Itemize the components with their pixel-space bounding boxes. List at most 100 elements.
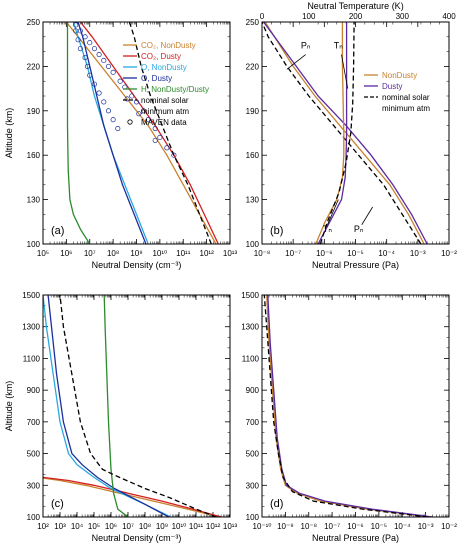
top-tick-label: 0 xyxy=(260,12,265,21)
maven-data-point xyxy=(101,57,107,64)
y-tick-label: 100 xyxy=(246,513,260,522)
x-tick-label: 10⁵ xyxy=(37,249,49,258)
plot-frame xyxy=(261,21,450,245)
y-tick-label: 100 xyxy=(27,513,41,522)
x-tick-label: 10⁻⁸ xyxy=(301,522,318,531)
y-tick-label: 190 xyxy=(27,107,41,116)
legend-label: CO₂, NonDusty xyxy=(141,41,196,50)
top-tick-label: 400 xyxy=(442,12,456,21)
maven-data-point xyxy=(140,108,147,114)
x-tick-label: 10⁻⁶ xyxy=(316,249,332,258)
series-line-co2_nondusty xyxy=(65,22,217,244)
x-tick-label: 10⁻⁵ xyxy=(347,249,363,258)
series-line-nominal xyxy=(59,295,217,517)
y-tick-label: 100 xyxy=(246,240,260,249)
y-tick-label: 250 xyxy=(27,18,41,27)
y-tick-label: 700 xyxy=(27,418,41,427)
x-tick-label: 10⁻⁵ xyxy=(371,522,387,531)
panel-label: (b) xyxy=(270,225,283,237)
top-tick-label: 300 xyxy=(396,12,410,21)
annotation-arrow xyxy=(286,54,306,70)
series-line-o_dusty xyxy=(77,22,147,244)
x-tick-label: 10¹³ xyxy=(223,522,238,531)
series-line-nominal xyxy=(128,22,212,244)
x-tick-label: 10¹² xyxy=(206,522,221,531)
series-line-nominal-top xyxy=(319,22,355,244)
legend-label: H, NonDusty/Dusty xyxy=(141,85,209,94)
series-line-dusty-top xyxy=(317,22,348,244)
maven-data-point xyxy=(73,28,79,34)
maven-data-point xyxy=(91,46,97,52)
x-tick-label: 10⁻² xyxy=(441,522,457,531)
panel-b: 10⁻⁸ 10⁻⁷ 10⁻⁶ 10⁻⁵ 10⁻⁴ 10⁻³ 10⁻² 100 130 160 190… xyxy=(246,1,458,270)
x-tick-label: 10¹³ xyxy=(223,249,238,258)
legend-label: CO₂, Dusty xyxy=(141,52,181,61)
x-tick-label: 10⁵ xyxy=(88,522,100,531)
maven-data-point xyxy=(110,69,116,75)
y-tick-label: 900 xyxy=(27,386,41,395)
top-axis-label: Neutral Temperature (K) xyxy=(307,1,403,11)
legend-label: nominal solar xyxy=(141,96,189,105)
plot-frame xyxy=(261,294,450,518)
legend-label: O, Dusty xyxy=(141,74,172,83)
annotation-arrow xyxy=(361,206,373,225)
panel-a: 10⁵ 10⁶ 10⁷ 10⁸ 10⁹ 10¹⁰ 10¹¹ 10¹² 10¹³ 100 130 160… xyxy=(4,18,238,270)
plot-frame xyxy=(42,294,231,518)
x-tick-label: 10¹¹ xyxy=(176,249,191,258)
annotation-arrow xyxy=(341,54,349,89)
y-tick-label: 1100 xyxy=(23,354,41,363)
legend-label: NonDusty xyxy=(382,71,417,80)
maven-data-point xyxy=(87,40,93,46)
y-tick-label: 220 xyxy=(246,62,260,71)
maven-data-point xyxy=(124,96,130,102)
maven-data-point xyxy=(157,134,163,140)
x-tick-label: 10⁸ xyxy=(139,522,151,531)
panel-c: 10² 10³ 10⁴ 10⁵ 10⁶ 10⁷ 10⁸ 10⁹ 10¹⁰ 10¹¹ 10¹² 10¹³… xyxy=(4,291,237,543)
x-tick-label: 10¹⁰ xyxy=(152,249,167,258)
maven-data-point xyxy=(96,90,102,96)
x-axis-label: Neutral Density (cm⁻³) xyxy=(92,533,182,543)
x-tick-label: 10⁻³ xyxy=(418,522,434,531)
maven-data-point xyxy=(82,34,88,40)
panel-d: 10⁻¹⁰ 10⁻⁹ 10⁻⁸ 10⁻⁷ 10⁻⁶ 10⁻⁵ 10⁻⁴ 10⁻³ 10⁻² 100… xyxy=(241,291,457,543)
panel-label: (d) xyxy=(270,498,283,510)
legend-label: Dusty xyxy=(382,82,402,91)
y-axis-label: Altitude (km) xyxy=(4,108,14,159)
top-tick-label: 100 xyxy=(302,12,316,21)
maven-data-point xyxy=(84,63,90,69)
y-tick-label: 160 xyxy=(246,151,260,160)
legend-label: minimum atm xyxy=(141,107,189,116)
maven-data-point xyxy=(115,126,121,132)
x-tick-label: 10⁻¹⁰ xyxy=(253,522,272,531)
x-tick-label: 10⁶ xyxy=(105,522,117,531)
x-tick-label: 10⁶ xyxy=(60,249,72,258)
y-tick-label: 220 xyxy=(27,62,41,71)
x-tick-label: 10⁷ xyxy=(122,522,134,531)
x-tick-label: 10⁹ xyxy=(156,522,168,531)
series-line-co2_dusty xyxy=(79,22,219,244)
panel-label: (c) xyxy=(51,498,64,510)
plot-frame xyxy=(42,21,231,245)
y-tick-label: 500 xyxy=(27,450,41,459)
panel-label: (a) xyxy=(51,225,64,237)
maven-data-point xyxy=(152,126,158,132)
maven-data-point xyxy=(105,108,112,114)
y-tick-label: 1500 xyxy=(22,291,40,300)
x-tick-label: 10⁴ xyxy=(71,522,84,531)
series-line-dusty xyxy=(267,295,433,517)
y-tick-label: 250 xyxy=(246,18,260,27)
maven-data-point xyxy=(91,81,97,87)
y-tick-label: 1100 xyxy=(242,354,260,363)
maven-data-point xyxy=(152,137,158,143)
x-tick-label: 10¹⁰ xyxy=(172,522,187,531)
x-tick-label: 10⁻⁴ xyxy=(378,249,395,258)
maven-data-point xyxy=(136,111,142,117)
maven-data-point xyxy=(96,52,102,58)
y-tick-label: 190 xyxy=(246,107,260,116)
series-line-h xyxy=(103,295,129,517)
y-tick-label: 1300 xyxy=(22,323,40,332)
series-line-o_dusty xyxy=(47,295,170,517)
x-tick-label: 10⁻⁷ xyxy=(285,249,301,258)
x-axis-label: Neutral Density (cm⁻³) xyxy=(92,260,182,270)
